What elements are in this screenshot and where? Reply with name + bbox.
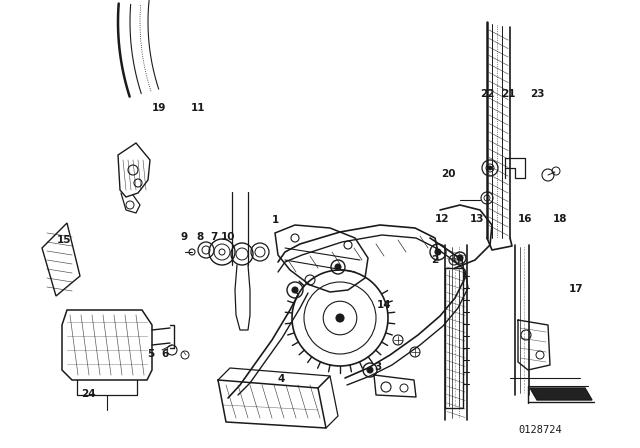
Text: 5: 5: [147, 349, 154, 359]
Text: 18: 18: [553, 214, 567, 224]
Circle shape: [335, 264, 341, 270]
Text: 0128724: 0128724: [518, 425, 562, 435]
Text: 16: 16: [518, 214, 532, 224]
Text: 1: 1: [271, 215, 279, 224]
Text: 12: 12: [435, 214, 449, 224]
Circle shape: [292, 287, 298, 293]
Text: 13: 13: [470, 214, 484, 224]
Text: 11: 11: [191, 103, 205, 112]
Text: 2: 2: [431, 255, 439, 265]
Text: 17: 17: [569, 284, 583, 294]
Text: 20: 20: [441, 169, 455, 179]
Text: 4: 4: [278, 374, 285, 383]
Circle shape: [457, 255, 463, 261]
Text: 9: 9: [180, 233, 188, 242]
Text: 8: 8: [196, 233, 204, 242]
Text: 15: 15: [57, 235, 71, 245]
Text: 19: 19: [152, 103, 166, 112]
Text: 23: 23: [531, 89, 545, 99]
Text: 21: 21: [502, 89, 516, 99]
Circle shape: [367, 367, 373, 373]
Text: 6: 6: [161, 349, 169, 359]
Text: 24: 24: [81, 389, 95, 399]
Text: 10: 10: [221, 233, 236, 242]
Polygon shape: [530, 388, 592, 400]
Text: 22: 22: [481, 89, 495, 99]
Text: 3: 3: [374, 362, 381, 372]
Circle shape: [488, 166, 492, 170]
Text: 7: 7: [211, 233, 218, 242]
Circle shape: [435, 249, 441, 255]
Text: 14: 14: [377, 300, 391, 310]
Circle shape: [336, 314, 344, 322]
